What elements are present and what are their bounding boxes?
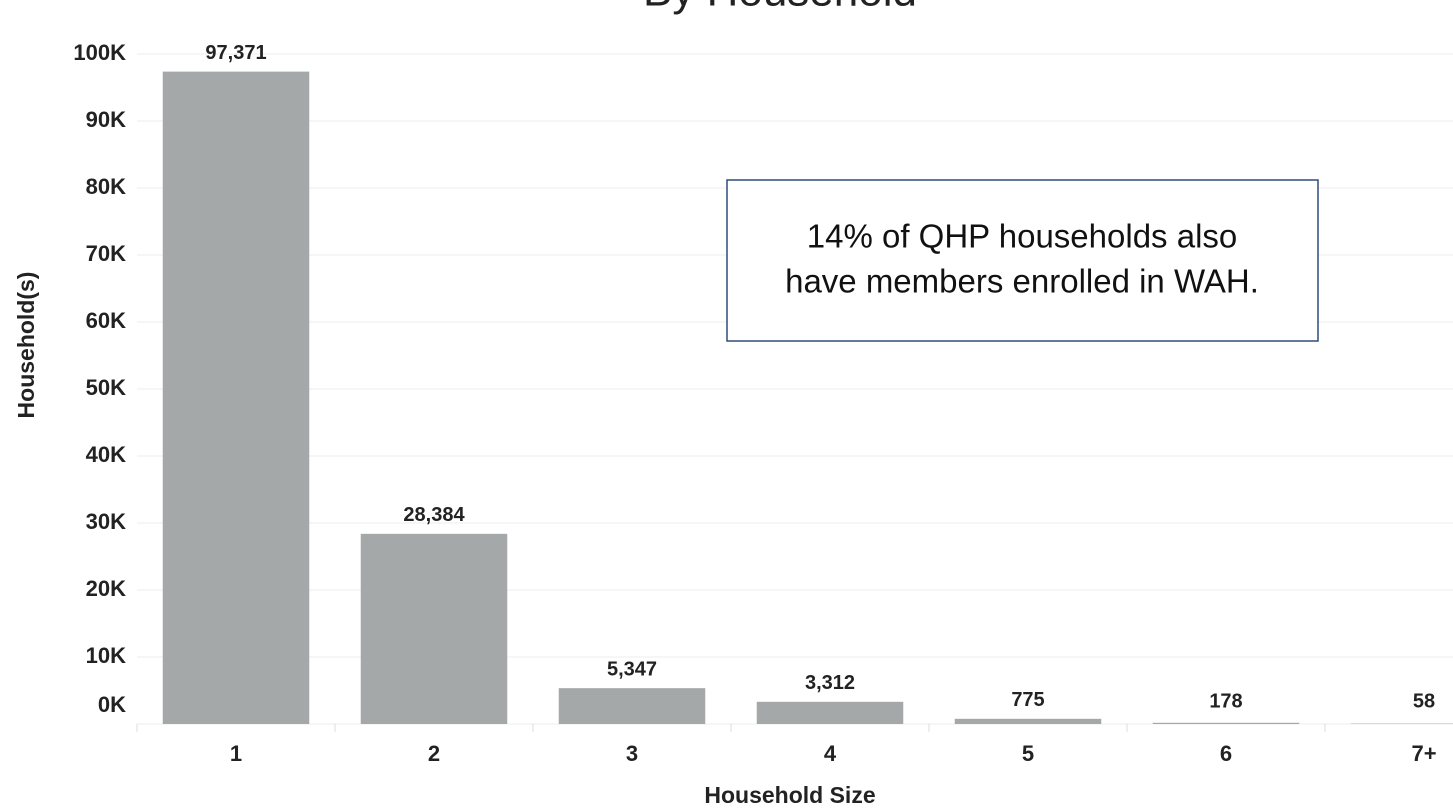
bar	[1152, 722, 1300, 724]
value-label: 28,384	[403, 504, 465, 526]
x-tick-label: 6	[1220, 741, 1232, 766]
value-label: 97,371	[205, 42, 266, 64]
x-tick-label: 2	[428, 741, 440, 766]
y-tick-label: 100K	[73, 40, 126, 65]
value-label: 775	[1011, 689, 1044, 711]
x-tick-label: 4	[824, 741, 837, 766]
bar	[954, 718, 1102, 724]
x-tick-label: 5	[1022, 741, 1034, 766]
x-tick-label: 1	[230, 741, 242, 766]
annotation-box	[726, 179, 1319, 342]
y-tick-label: 10K	[86, 643, 126, 668]
annotation: have members enrolled in WAH.	[785, 263, 1259, 300]
annotation: 14% of QHP households also	[807, 218, 1238, 255]
y-tick-label: 80K	[86, 174, 126, 199]
bar	[558, 688, 706, 724]
y-tick-label: 30K	[86, 509, 126, 534]
bar	[162, 71, 310, 724]
y-axis-label: Household(s)	[13, 272, 39, 419]
y-tick-label: 50K	[86, 375, 126, 400]
x-tick-label: 7+	[1411, 741, 1436, 766]
y-tick-label: 20K	[86, 576, 126, 601]
bar	[756, 701, 904, 724]
x-tick-label: 3	[626, 741, 638, 766]
x-axis-label: Household Size	[704, 782, 875, 808]
value-label: 5,347	[607, 658, 657, 680]
y-tick-label: 90K	[86, 107, 126, 132]
y-tick-label: 70K	[86, 241, 126, 266]
bar	[360, 533, 508, 724]
y-tick-label: 0K	[98, 692, 126, 717]
value-label: 3,312	[805, 672, 855, 694]
chart-title: By Household	[643, 0, 917, 16]
y-tick-label: 40K	[86, 442, 126, 467]
y-tick-label: 60K	[86, 308, 126, 333]
value-label: 178	[1209, 690, 1242, 712]
value-label: 58	[1413, 690, 1435, 712]
